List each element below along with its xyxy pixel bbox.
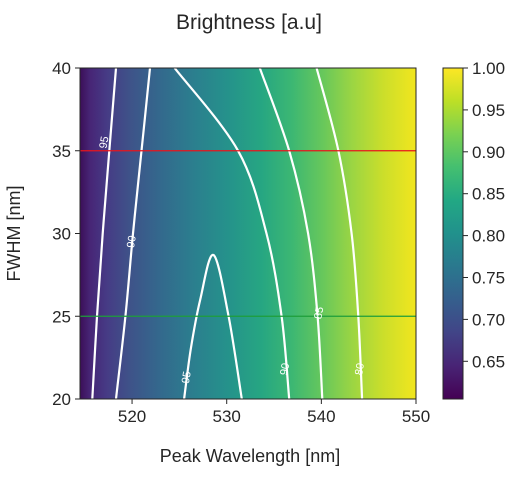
reference-lines — [80, 150, 416, 317]
contour-label: 95 — [98, 135, 112, 149]
y-tick-label: 25 — [52, 307, 71, 326]
colorbar-scale — [442, 67, 464, 400]
x-tick-label: 520 — [118, 407, 146, 426]
colorbar-tick-label: 0.85 — [472, 185, 505, 204]
colorbar-tick-label: 0.95 — [472, 101, 505, 120]
contour-label: 90 — [278, 362, 292, 376]
y-tick-label: 40 — [52, 59, 71, 78]
contour-line-90 — [114, 68, 152, 399]
contour-line-90 — [173, 68, 291, 399]
x-axis-label: Peak Wavelength [nm] — [160, 446, 340, 466]
x-tick-label: 540 — [307, 407, 335, 426]
contour-line-80 — [315, 68, 364, 399]
contour-label: 90 — [125, 235, 139, 249]
colorbar-tick-label: 0.70 — [472, 310, 505, 329]
contour-label: 80 — [353, 362, 367, 376]
contour-line-85 — [258, 68, 324, 399]
y-tick-label: 30 — [52, 225, 71, 244]
x-tick-label: 530 — [213, 407, 241, 426]
x-tick-label: 550 — [402, 407, 430, 426]
colorbar-tick-label: 0.65 — [472, 352, 505, 371]
contour-label: 95 — [180, 370, 194, 384]
contour-label: 85 — [312, 306, 326, 320]
x-axis: 520 530 540 550 — [118, 399, 430, 426]
colorbar: 1.00 0.95 0.90 0.85 0.80 0.75 0.70 0.65 — [442, 59, 505, 400]
heatmap-surface — [80, 68, 416, 399]
plot-area: 95 90 95 90 85 80 — [79, 67, 417, 400]
contour-layer — [91, 68, 364, 399]
colorbar-tick-label: 0.75 — [472, 268, 505, 287]
y-tick-label: 20 — [52, 390, 71, 409]
contour-line-95 — [91, 68, 118, 399]
contour-line-95 — [183, 253, 243, 399]
colorbar-tick-label: 1.00 — [472, 59, 505, 78]
chart-title: Brightness [a.u] — [176, 11, 322, 34]
contour-labels: 95 90 95 90 85 80 — [98, 135, 367, 384]
y-axis-label: FWHM [nm] — [4, 186, 24, 282]
y-tick-label: 35 — [52, 142, 71, 161]
colorbar-tick-label: 0.90 — [472, 143, 505, 162]
y-axis: 20 25 30 35 40 — [52, 59, 80, 409]
colorbar-tick-label: 0.80 — [472, 227, 505, 246]
colorbar-ticks: 1.00 0.95 0.90 0.85 0.80 0.75 0.70 0.65 — [463, 59, 505, 371]
